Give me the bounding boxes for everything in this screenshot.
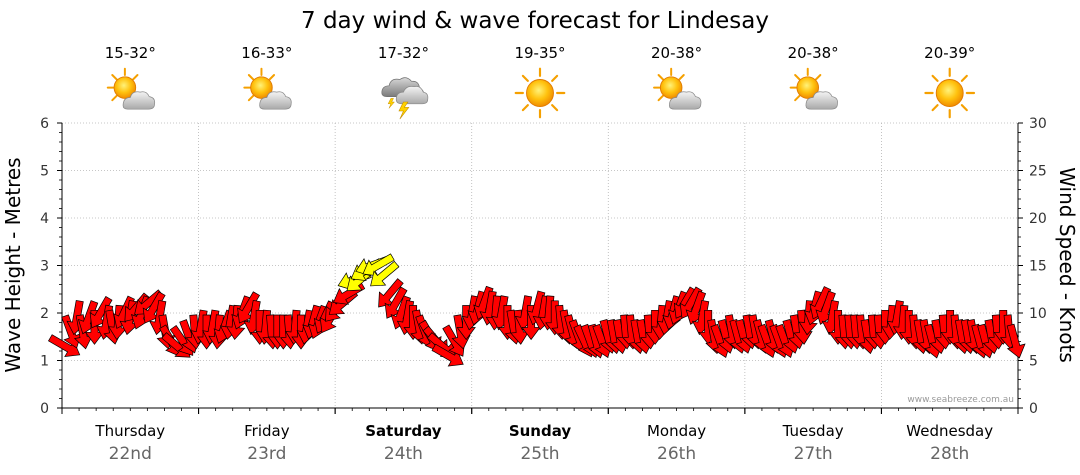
left-tick-label: 4 xyxy=(40,211,49,227)
day-name-label: Wednesday xyxy=(906,422,993,440)
left-axis-ticks: 0 1 2 3 4 5 6 xyxy=(40,116,62,417)
left-tick-label: 5 xyxy=(40,164,49,180)
right-tick-label: 0 xyxy=(1029,401,1038,417)
right-tick-label: 20 xyxy=(1029,211,1047,227)
day-date-label: 28th xyxy=(930,444,969,464)
temperature-range: 19-35° xyxy=(514,44,565,62)
day-name-label: Sunday xyxy=(509,422,572,440)
chart-title: 7 day wind & wave forecast for Lindesay xyxy=(301,8,769,34)
sunny-icon xyxy=(924,67,976,119)
left-tick-label: 1 xyxy=(40,354,49,370)
right-tick-label: 25 xyxy=(1029,164,1047,180)
day-name-label: Saturday xyxy=(365,422,442,440)
right-tick-label: 30 xyxy=(1029,116,1047,132)
day-name-label: Friday xyxy=(244,422,290,440)
wind-arrow xyxy=(370,260,400,287)
temperature-range: 15-32° xyxy=(105,44,156,62)
right-tick-label: 10 xyxy=(1029,306,1047,322)
left-tick-label: 6 xyxy=(40,116,49,132)
partly-cloudy-icon xyxy=(243,67,293,111)
day-date-label: 23rd xyxy=(247,444,286,464)
partly-cloudy-icon xyxy=(106,67,156,111)
wind-arrow xyxy=(362,253,395,277)
left-tick-label: 3 xyxy=(40,259,49,275)
thunderstorm-icon xyxy=(381,77,429,120)
temperature-range: 20-38° xyxy=(788,44,839,62)
partly-cloudy-icon xyxy=(789,67,839,111)
sunny-icon xyxy=(514,67,566,119)
wind-arrow xyxy=(1006,323,1026,359)
watermark: www.seabreeze.com.au xyxy=(907,395,1014,405)
day-date-label: 22nd xyxy=(109,444,152,464)
day-name-label: Monday xyxy=(647,422,706,440)
temperature-range: 16-33° xyxy=(241,44,292,62)
temperature-row: 15-32° 16-33° 17-32° 19-35° 20-38° 20-38° 20-3… xyxy=(105,44,976,62)
wind-arrow xyxy=(89,295,113,329)
wind-arrow xyxy=(442,324,466,357)
temperature-range: 20-38° xyxy=(651,44,702,62)
temperature-range: 17-32° xyxy=(378,44,429,62)
right-axis-ticks: 0 5 10 15 20 25 30 xyxy=(1018,116,1047,417)
wind-arrow xyxy=(431,343,464,367)
wind-arrow xyxy=(237,291,260,324)
day-name-label: Tuesday xyxy=(782,422,844,440)
wind-arrows xyxy=(47,253,1026,367)
left-axis-title: Wave Height - Metres xyxy=(1,157,25,372)
temperature-range: 20-39° xyxy=(924,44,975,62)
left-tick-label: 2 xyxy=(40,306,49,322)
day-date-label: 27th xyxy=(794,444,833,464)
day-date-label: 24th xyxy=(384,444,423,464)
weather-icon-row xyxy=(106,67,976,120)
right-axis-title: Wind Speed - Knots xyxy=(1055,167,1079,363)
wind-arrow xyxy=(142,291,166,324)
day-date-label: 26th xyxy=(657,444,696,464)
right-tick-label: 15 xyxy=(1029,259,1047,275)
day-date-label: 25th xyxy=(520,444,559,464)
day-name-label: Thursday xyxy=(94,422,165,440)
right-tick-label: 5 xyxy=(1029,354,1038,370)
partly-cloudy-icon xyxy=(653,67,702,111)
day-labels: Thursday 22nd Friday 23rd Saturday 24th Sunday… xyxy=(61,408,1019,464)
left-tick-label: 0 xyxy=(40,401,49,417)
